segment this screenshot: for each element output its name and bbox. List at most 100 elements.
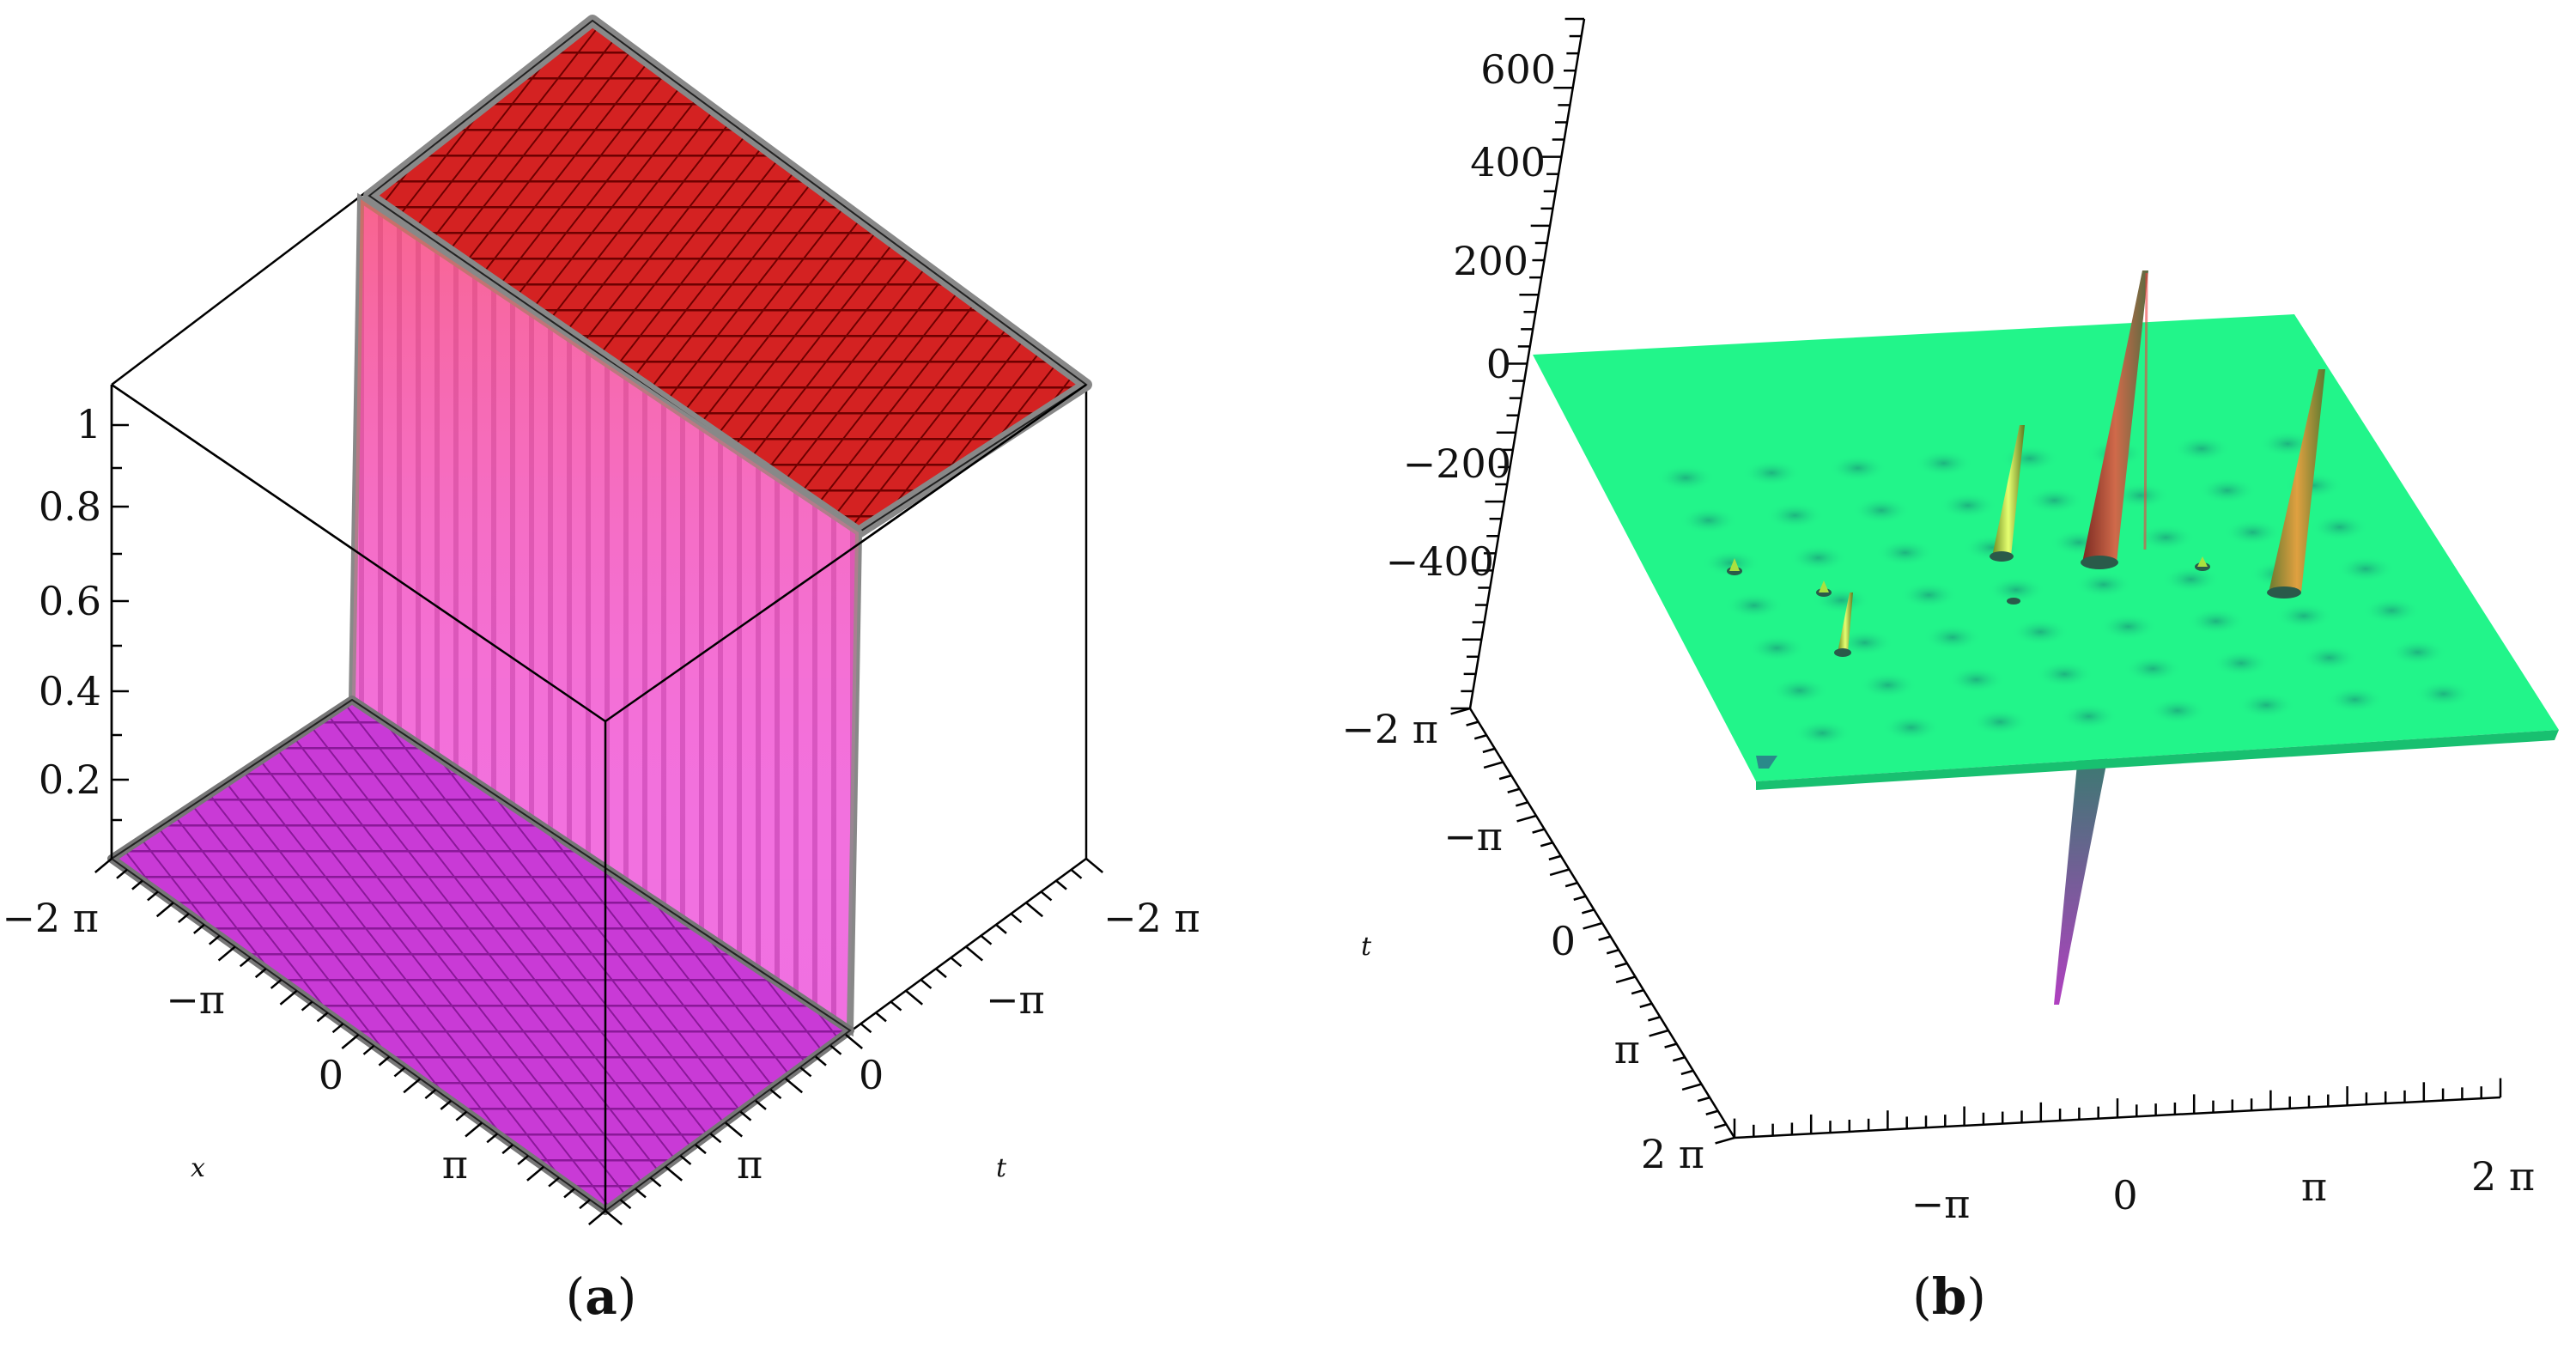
panel-b-t-axis-tick-mark <box>1664 1042 1677 1048</box>
panel-b-x-tick-2pi: 2 π <box>2471 1153 2535 1200</box>
panel-b-t-axis-tick-mark <box>1473 734 1487 740</box>
panel-b-z-axis-ticks <box>1450 17 1584 710</box>
panel-a-t-axis-ticks <box>605 858 1104 1225</box>
panel-a-x-axis-tick-mark <box>193 923 205 934</box>
panel-a-x-label: x <box>191 1153 205 1183</box>
panel-a-t-axis-tick-mark <box>995 923 1007 934</box>
panel-b-surface-plane <box>1533 314 2559 781</box>
panel-a-x-axis-tick-mark <box>548 1176 560 1188</box>
panel-a-x-tick-negpi: −π <box>166 976 225 1023</box>
panel-b-peak-small-left <box>1834 592 1853 657</box>
panel-a-t-axis-tick-mark <box>905 989 924 1006</box>
panel-a-caption-open: ( <box>566 1267 586 1326</box>
panel-b-dimple <box>2000 444 2059 472</box>
panel-b-dimple <box>1770 677 1829 705</box>
panel-b-dimple <box>2074 570 2133 599</box>
panel-a-t-axis-tick-mark <box>1085 858 1104 873</box>
panel-b-z-tick-200: 200 <box>1453 238 1528 284</box>
panel-b-dimple <box>1899 580 1959 609</box>
panel-a-t-axis-tick-mark <box>739 1110 752 1121</box>
panel-b-peak-left-center <box>1990 425 2025 562</box>
panel-b-z-tick-600: 600 <box>1480 46 1556 93</box>
panel-b-dimple <box>1702 549 1761 577</box>
panel-a-t-axis-tick-mark <box>785 1078 804 1094</box>
panel-a-z-tick-0.2: 0.2 <box>39 757 101 803</box>
panel-b-dimple <box>1971 708 2030 736</box>
panel-b-t-axis-tick-mark <box>1549 868 1570 877</box>
panel-a-x-axis-tick-mark <box>486 1133 499 1144</box>
panel-b-t-axis-tick-mark <box>1598 935 1611 941</box>
panel-a-z-tick-0.8: 0.8 <box>39 483 101 530</box>
panel-a-t-axis-tick-mark <box>755 1099 767 1110</box>
panel-b-z-tick-400: 400 <box>1470 139 1546 185</box>
panel-a-x-axis-tick-mark <box>208 934 221 945</box>
panel-b-dimple <box>2161 565 2221 593</box>
panel-b-t-axis-tick-mark <box>1680 1069 1694 1076</box>
panel-b-t-tick-2pi: 2 π <box>1641 1131 1704 1177</box>
panel-b-t-axis-tick-mark <box>1614 962 1628 969</box>
panel-b-caption-close: ) <box>1966 1267 1986 1326</box>
panel-a-x-axis-tick-mark <box>579 1199 591 1210</box>
panel-a-t-axis-tick-mark <box>799 1066 812 1078</box>
panel-a-x-axis-tick-mark <box>501 1144 513 1155</box>
panel-a-t-tick-negpi: −π <box>986 976 1045 1023</box>
panel-a-t-label: t <box>996 1153 1007 1183</box>
panel-a-caption-close: ) <box>617 1267 637 1326</box>
panel-b-t-axis-tick-mark <box>1615 975 1636 984</box>
panel-a-z-tick-0.4: 0.4 <box>39 668 101 714</box>
panel-b-t-axis-tick-mark <box>1649 1029 1669 1037</box>
panel-a-x-axis-tick-mark <box>94 858 112 873</box>
panel-a-x-axis-tick-mark <box>341 1034 360 1049</box>
panel-a-z-axis <box>110 385 129 859</box>
panel-b-dimple <box>1947 665 2006 694</box>
panel-a-t-axis-tick-mark <box>890 1000 902 1012</box>
panel-b-dimple <box>1789 544 1848 572</box>
panel-b-dimple <box>2197 477 2257 505</box>
panel-a-x-axis-tick-mark <box>440 1099 453 1110</box>
panel-b-peak-tiny-2 <box>1816 580 1832 597</box>
panel-a-t-axis-tick-mark <box>980 934 993 945</box>
panel-b-x-tick-0: 0 <box>2112 1172 2137 1218</box>
panel-b-dimple <box>2275 602 2334 630</box>
panel-a-x-axis-tick-mark <box>217 945 236 962</box>
panel-a-x-axis-tick-mark <box>131 879 143 890</box>
panel-a-t-axis-tick-mark <box>665 1165 683 1182</box>
panel-a-x-tick-pi: π <box>442 1141 468 1188</box>
panel-a-x-axis-tick-mark <box>378 1055 391 1066</box>
panel-b-dimple <box>1835 629 1894 657</box>
panel-b-peak-tiny-3 <box>2195 556 2210 571</box>
panel-a-t-axis-tick-mark <box>875 1012 887 1023</box>
panel-b-t-tick-negpi: −π <box>1443 813 1503 860</box>
panel-b-t-tick-0: 0 <box>1551 918 1576 964</box>
panel-b-z-tick-0: 0 <box>1486 341 1511 387</box>
panel-b-dimple <box>2172 434 2232 463</box>
panel-b-dimple <box>2414 680 2473 708</box>
panel-b-t-tick-neg2pi: −2 π <box>1341 706 1438 752</box>
panel-b-t-axis-tick-mark <box>1482 747 1496 754</box>
panel-a-t-axis-tick-mark <box>1070 868 1083 879</box>
panel-a-t-tick-neg2pi: −2 π <box>1103 895 1200 941</box>
panel-a-x-axis-tick-mark <box>316 1012 329 1023</box>
panel-b-dimple <box>2336 555 2396 583</box>
panel-b-dimple <box>1679 507 1738 534</box>
panel-b-dimple <box>1656 464 1716 492</box>
panel-a-t-axis-tick-mark <box>935 968 947 979</box>
panel-b-caption-open: ( <box>1912 1267 1932 1326</box>
panel-a-t-axis-tick-mark <box>649 1176 662 1188</box>
panel-a-t-axis-tick-mark <box>725 1121 744 1138</box>
panel-b-t-axis-tick-mark <box>1498 774 1512 781</box>
panel-b-peak-tiny-4 <box>2007 598 2020 605</box>
panel-b-dimple <box>2059 702 2118 731</box>
panel-a-x-axis-tick-mark <box>465 1121 483 1138</box>
panel-b-t-axis-tick-mark <box>1648 1016 1661 1022</box>
panel-b-x-axis-ticks <box>1733 1078 2502 1138</box>
panel-a-x-axis-tick-mark <box>517 1154 529 1165</box>
panel-b-t-tick-pi: π <box>1614 1026 1640 1073</box>
panel-a-x-axis-tick-mark <box>178 913 190 924</box>
panel-b-peak-right <box>2267 369 2325 599</box>
panel-a-t-axis-tick-mark <box>619 1199 632 1210</box>
panel-a-t-axis-tick-mark <box>1010 913 1023 924</box>
panel-b-t-axis-tick-mark <box>1582 908 1595 915</box>
panel-a-t-axis-tick-mark <box>769 1089 782 1100</box>
